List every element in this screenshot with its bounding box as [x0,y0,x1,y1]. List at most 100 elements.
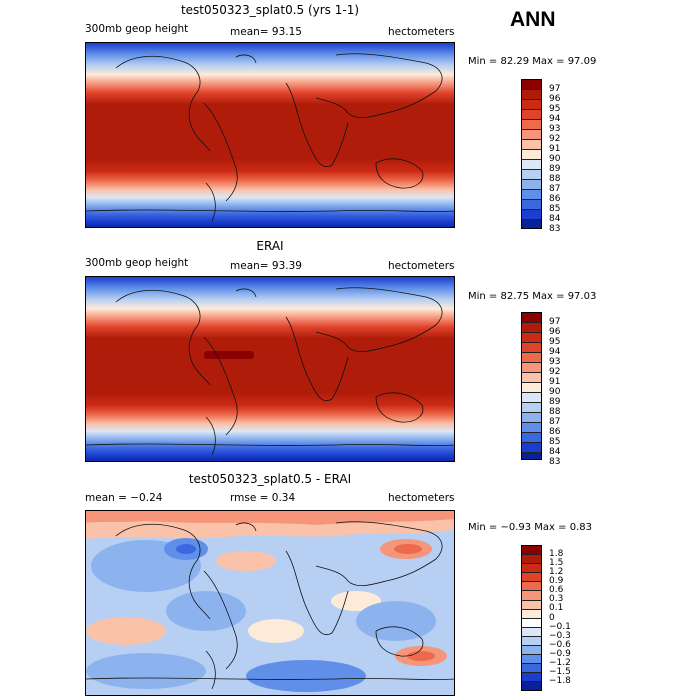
panel2-colorbar-swatch [522,373,541,383]
panel3-colorbar-swatch [522,636,541,647]
panel3-field [86,511,454,695]
panel1-mean-label: mean= 93.15 [230,26,302,38]
panel3-cbar-label: 0.6 [549,585,564,595]
panel2-colorbar-swatch [522,383,541,393]
panel1-cbar-label: 84 [549,214,561,224]
panel2-cbar-label: 90 [549,387,561,397]
panel3-colorbar-swatch [522,646,541,656]
panel1-cbar-label: 86 [549,194,561,204]
panel2-colorbar-swatch [522,313,541,323]
panel1-field [86,43,454,227]
panel3-colorbar-swatch [522,546,541,556]
panel1-colorbar-swatch [522,110,541,120]
panel2-colorbar-swatch [522,333,541,343]
panel3-title: test050323_splat0.5 - ERAI [188,472,352,486]
panel1-title: test050323_splat0.5 (yrs 1-1) [180,3,360,17]
panel3-colorbar-swatch [522,682,541,691]
panel2-cbar-label: 97 [549,317,561,327]
panel1-cbar-label: 96 [549,94,561,104]
panel2-cbar-label: 91 [549,377,561,387]
panel2-cbar-label: 89 [549,397,561,407]
panel1-colorbar [521,79,542,229]
panel1-colorbar-swatch [522,150,541,160]
panel3-colorbar-swatch [522,609,541,619]
panel3-colorbar-swatch [522,573,541,583]
panel3-cbar-label: 0.9 [549,576,564,586]
panel1-colorbar-swatch [522,160,541,170]
panel1-cbar-label: 92 [549,134,561,144]
panel1-cbar-label: 87 [549,184,561,194]
panel3-cbar-label: 0.1 [549,603,564,613]
panel1-colorbar-swatch [522,130,541,140]
panel2-units-label: hectometers [388,260,455,272]
panel2-title: ERAI [256,239,284,253]
panel2-colorbar-swatch [522,403,541,413]
panel3-cbar-label: −1.8 [549,676,571,686]
panel2-cbar-label: 95 [549,337,561,347]
panel1-cbar-label: 89 [549,164,561,174]
panel3-colorbar-swatch [522,655,541,665]
panel1-cbar-label: 93 [549,124,561,134]
panel1-colorbar-swatch [522,170,541,180]
panel3-units-label: hectometers [388,492,455,504]
panel2-colorbar-swatch [522,323,541,333]
panel3-coastlines [86,521,454,690]
panel1-cbar-label: 90 [549,154,561,164]
panel2-field [86,277,454,461]
panel2-cbar-label: 88 [549,407,561,417]
panel3-colorbar-swatch [522,600,541,610]
panel2-colorbar-swatch [522,343,541,353]
panel3-cbar-label: −0.9 [549,649,571,659]
panel2-colorbar [521,312,542,460]
panel1-colorbar-swatch [522,180,541,190]
panel2-cbar-label: 93 [549,357,561,367]
panel1-variable-label: 300mb geop height [85,23,189,35]
panel3-cbar-label: 0.3 [549,594,564,604]
panel2-cbar-label: 84 [549,447,561,457]
panel2-colorbar-swatch [522,353,541,363]
panel1-colorbar-swatch [522,100,541,110]
panel3-cbar-label: −1.2 [549,658,571,668]
panel1-units-label: hectometers [388,26,455,38]
panel1-colorbar-swatch [522,140,541,150]
panel3-cbar-label: −0.3 [549,631,571,641]
panel2-colorbar-swatch [522,363,541,373]
panel2-cbar-label: 94 [549,347,561,357]
panel3-colorbar-swatch [522,582,541,592]
panel2-mean-label: mean= 93.39 [230,260,302,272]
panel3-colorbar-swatch [522,591,541,601]
panel3-rmse-label: rmse = 0.34 [230,492,296,504]
panel2-map [85,276,455,462]
panel2-cbar-label: 86 [549,427,561,437]
panel3-colorbar [521,545,542,691]
panel3-colorbar-swatch [522,627,541,637]
panel1-cbar-label: 91 [549,144,561,154]
panel3-cbar-label: 1.8 [549,549,564,559]
panel2-cbar-label: 96 [549,327,561,337]
panel2-cbar-label: 83 [549,457,561,467]
panel3-minmax: Min = −0.93 Max = 0.83 [468,522,592,533]
panel1-colorbar-swatch [522,200,541,210]
panel1-colorbar-swatch [522,90,541,100]
panel2-cbar-label: 87 [549,417,561,427]
panel3-cbar-label: 0 [549,613,555,623]
panel2-colorbar-swatch [522,433,541,443]
panel2-minmax: Min = 82.75 Max = 97.03 [468,291,597,302]
panel2-colorbar-swatch [522,443,541,453]
panel1-cbar-label: 95 [549,104,561,114]
panel1-map [85,42,455,228]
season-label: ANN [510,8,556,31]
panel1-cbar-label: 85 [549,204,561,214]
panel1-cbar-label: 94 [549,114,561,124]
panel1-colorbar-swatch [522,220,541,228]
panel3-cbar-label: −1.5 [549,667,571,677]
panel2-colorbar-swatch [522,423,541,433]
panel1-minmax: Min = 82.29 Max = 97.09 [468,56,597,67]
panel1-colorbar-swatch [522,210,541,220]
panel3-colorbar-swatch [522,564,541,574]
panel1-coastlines [86,53,454,222]
panel1-colorbar-swatch [522,80,541,90]
panel2-cbar-label: 85 [549,437,561,447]
panel1-colorbar-swatch [522,190,541,200]
panel2-cbar-label: 92 [549,367,561,377]
